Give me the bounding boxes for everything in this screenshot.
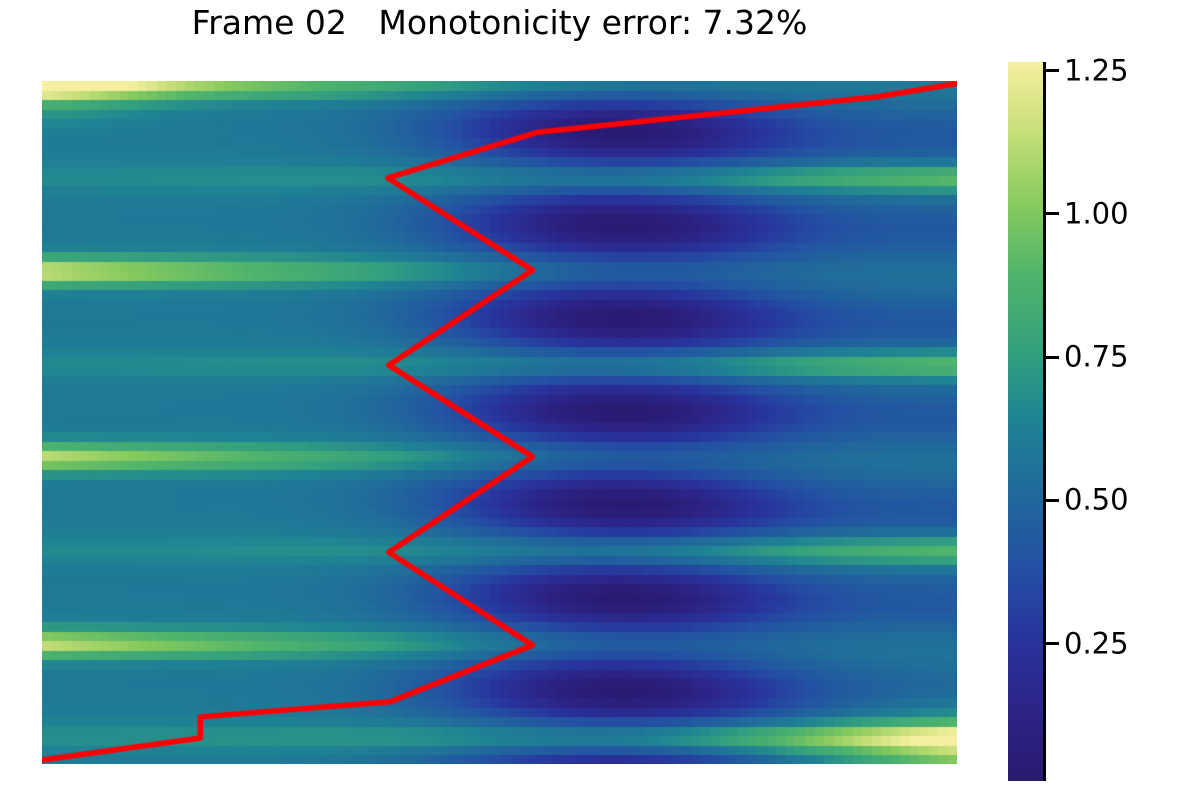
colorbar-tick-mark (1046, 212, 1059, 216)
colorbar-tick-label: 0.75 (1064, 339, 1129, 374)
chart-title: Frame 02 Monotonicity error: 7.32% (191, 3, 808, 42)
colorbar-tick-mark (1046, 355, 1059, 359)
colorbar: 1.25 1.00 0.75 0.50 0.25 (1008, 56, 1198, 781)
colorbar-tick-mark (1046, 642, 1059, 645)
colorbar-tick-mark (1046, 69, 1059, 73)
colorbar-tick-mark (1046, 498, 1059, 502)
colorbar-tick-label: 0.25 (1064, 626, 1129, 660)
colorbar-tick-label: 0.50 (1064, 482, 1129, 517)
heatmap-plot (42, 81, 957, 764)
colorbar-tick-label: 1.00 (1064, 196, 1129, 231)
colorbar-gradient (1008, 62, 1046, 781)
colorbar-tick-label: 1.25 (1064, 53, 1129, 88)
